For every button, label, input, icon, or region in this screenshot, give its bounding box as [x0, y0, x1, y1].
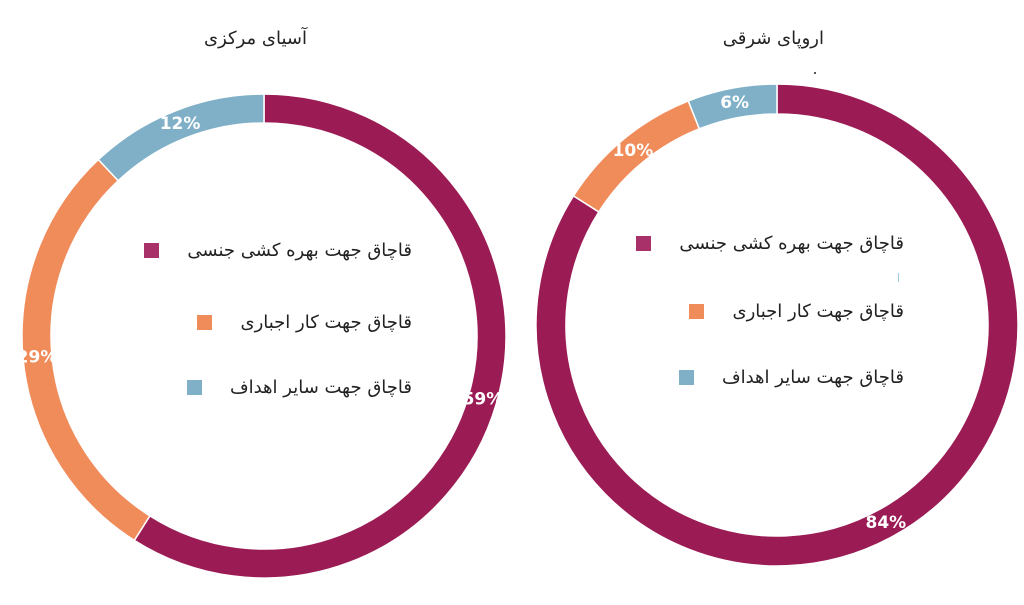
donut-chart: 59% 29% 12%: [17, 93, 507, 579]
legend-label: قاچاق جهت سایر اهداف: [229, 377, 412, 398]
stray-dot: [814, 72, 816, 74]
chart-title: آسیای مرکزی: [204, 28, 307, 49]
chart-central-asia: آسیای مرکزی 59% 29% 12% قاچاق جهت بهره کشی…: [17, 28, 507, 579]
legend-label: قاچاق جهت بهره کشی جنسی: [187, 240, 412, 261]
chart-title: اروپای شرقی: [722, 28, 824, 49]
donut-chart: 84% 10% 6%: [535, 83, 1019, 567]
legend-label: قاچاق جهت کار اجباری: [732, 301, 904, 322]
donut-slice-other: [687, 83, 778, 130]
legend-swatch: [678, 370, 694, 385]
legend-item-sexual: قاچاق جهت بهره کشی جنسی: [144, 240, 412, 261]
legend-item-forced: قاچاق جهت کار اجباری: [197, 312, 412, 333]
slice-label-sexual: 84%: [866, 513, 907, 533]
legend-label: قاچاق جهت سایر اهداف: [721, 367, 904, 388]
chart-eastern-europe: اروپای شرقی 84% 10% 6% قاچاق جهت بهره کشی …: [512, 0, 1024, 605]
donut-slice-other: [97, 93, 265, 182]
legend: قاچاق جهت بهره کشی جنسی قاچاق جهت کار اج…: [604, 233, 904, 403]
stray-mark: [898, 273, 899, 282]
legend: قاچاق جهت بهره کشی جنسی قاچاق جهت کار اج…: [112, 240, 412, 410]
legend-swatch: [689, 304, 705, 319]
slice-label-other: 12%: [160, 114, 201, 134]
slice-label-forced: 29%: [17, 347, 58, 367]
legend-swatch: [186, 380, 202, 395]
legend-swatch: [197, 315, 213, 330]
legend-swatch: [636, 236, 652, 251]
legend-item-sexual: قاچاق جهت بهره کشی جنسی: [636, 233, 904, 254]
legend-swatch: [144, 243, 160, 258]
donut-slice-sexual: [133, 93, 507, 579]
legend-label: قاچاق جهت کار اجباری: [240, 312, 412, 333]
donut-slice-sexual: [535, 83, 1019, 567]
slice-label-other: 6%: [720, 93, 749, 113]
slice-label-sexual: 59%: [463, 390, 504, 410]
legend-label: قاچاق جهت بهره کشی جنسی: [679, 233, 904, 254]
legend-item-other: قاچاق جهت سایر اهداف: [678, 367, 904, 388]
legend-item-other: قاچاق جهت سایر اهداف: [186, 377, 412, 398]
slice-label-forced: 10%: [613, 141, 654, 161]
legend-item-forced: قاچاق جهت کار اجباری: [689, 301, 904, 322]
